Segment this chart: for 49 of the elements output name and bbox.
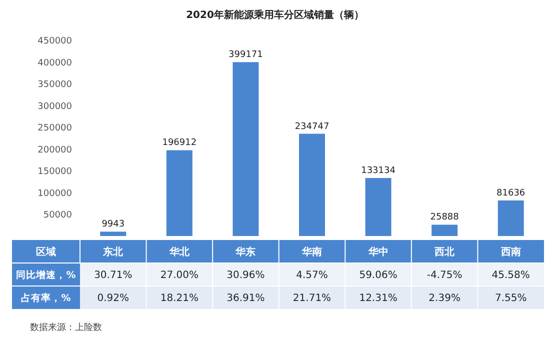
text: 45.58% xyxy=(492,270,530,281)
text: 0.92% xyxy=(97,293,130,304)
data-label: 25888 xyxy=(430,212,460,223)
data-label: 81636 xyxy=(496,188,526,198)
x-tick-label: 东北 xyxy=(102,246,124,258)
text: 59.06% xyxy=(359,270,398,281)
text: 30.96% xyxy=(226,270,265,281)
bar xyxy=(100,232,126,236)
bar xyxy=(166,150,192,236)
x-tick-label: 华北 xyxy=(168,246,190,258)
bar xyxy=(299,134,325,236)
text: 占有率，% xyxy=(21,292,72,304)
x-tick-label: 西南 xyxy=(500,246,521,258)
source-note: 数据来源：上险数 xyxy=(30,322,102,333)
y-tick-label: 50000 xyxy=(43,210,72,221)
x-tick-label: 华南 xyxy=(301,246,322,258)
text: 7.55% xyxy=(494,293,527,304)
data-label: 196912 xyxy=(162,138,197,148)
data-label: 399171 xyxy=(228,50,263,60)
y-tick-label: 200000 xyxy=(38,145,72,156)
bar xyxy=(432,224,458,236)
text: 36.91% xyxy=(226,293,265,304)
text: 18.21% xyxy=(160,293,198,304)
text: 12.31% xyxy=(359,293,398,304)
x-tick-label: 西北 xyxy=(434,246,456,258)
bar xyxy=(365,178,392,236)
text: -4.75% xyxy=(426,270,462,281)
text: 4.57% xyxy=(296,270,328,281)
data-label: 9943 xyxy=(102,220,125,230)
y-tick-label: 100000 xyxy=(38,188,72,199)
text: 30.71% xyxy=(94,270,132,281)
y-tick-label: 300000 xyxy=(38,102,72,112)
x-tick-label: 华东 xyxy=(234,246,256,258)
chart-title: 2020年新能源乘用车分区域销量（辆） xyxy=(186,9,364,21)
y-tick-label: 400000 xyxy=(38,58,72,68)
x-tick-label: 华中 xyxy=(367,246,388,258)
y-tick-label: 150000 xyxy=(38,167,72,178)
y-tick-label: 250000 xyxy=(38,124,72,134)
text: 同比增速，% xyxy=(16,269,76,281)
bar xyxy=(498,200,524,236)
text: 2.39% xyxy=(428,293,460,304)
y-tick-label: 450000 xyxy=(38,36,72,46)
x-axis-title: 区域 xyxy=(36,246,56,258)
text: 27.00% xyxy=(160,270,198,281)
data-label: 234747 xyxy=(294,122,330,132)
y-tick-label: 350000 xyxy=(38,80,72,90)
bar xyxy=(232,62,259,236)
data-label: 133134 xyxy=(361,166,396,176)
text: 21.71% xyxy=(292,293,332,304)
